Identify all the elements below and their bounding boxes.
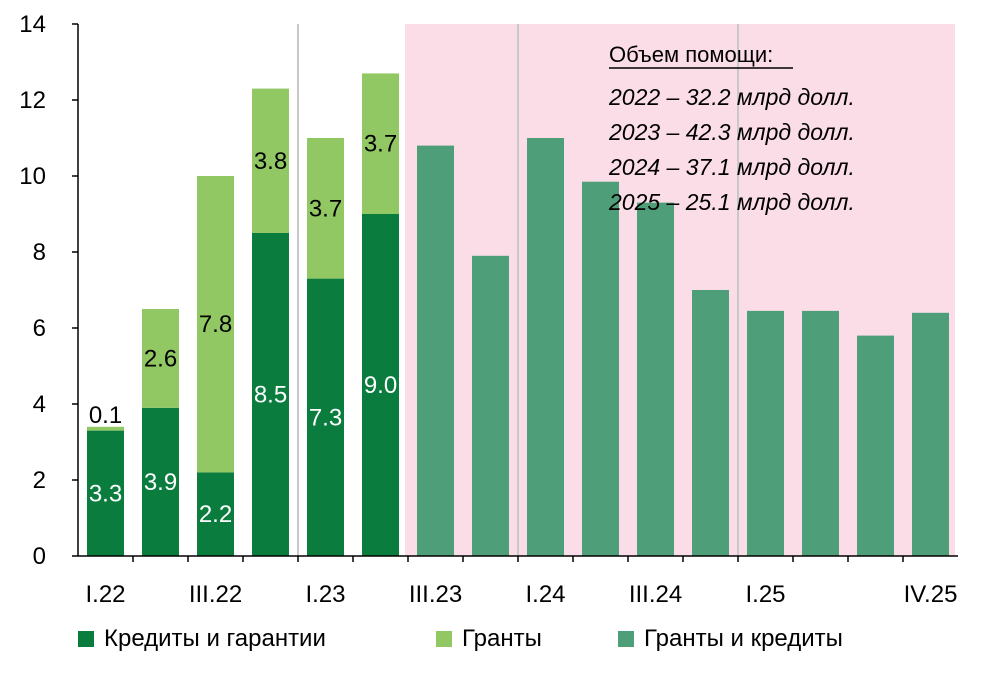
legend-item-credits: Кредиты и гарантии bbox=[78, 625, 326, 653]
axes: 0 2 4 6 8 10 12 14 I.22 III.22 I.23 III.23 I.24 III.2… bbox=[19, 11, 958, 608]
data-label-credits: 3.9 bbox=[144, 469, 177, 496]
data-label-grants: 0.1 bbox=[89, 402, 122, 429]
x-tick-label: III.22 bbox=[189, 581, 242, 608]
data-label-grants: 3.7 bbox=[309, 195, 342, 222]
bar-grants bbox=[142, 309, 179, 408]
annotation-line-2025: 2025 – 25.1 млрд долл. bbox=[608, 189, 855, 215]
x-tick-label: I.23 bbox=[305, 581, 345, 608]
y-tick-label: 14 bbox=[19, 11, 46, 38]
bar-grants bbox=[252, 88, 289, 233]
y-tick-label: 6 bbox=[33, 315, 46, 342]
bar-combined bbox=[747, 310, 784, 556]
data-label-grants: 2.6 bbox=[144, 345, 177, 372]
data-label-credits: 7.3 bbox=[309, 404, 342, 431]
bar-grants bbox=[362, 73, 399, 215]
bars bbox=[87, 73, 949, 557]
bar-combined bbox=[527, 138, 564, 556]
legend-item-combined: Гранты и кредиты bbox=[618, 625, 843, 653]
y-tick-label: 12 bbox=[19, 87, 46, 114]
annotation-line-2023: 2023 – 42.3 млрд долл. bbox=[608, 119, 855, 145]
data-label-credits: 8.5 bbox=[254, 382, 287, 409]
legend-swatch-combined bbox=[618, 631, 634, 647]
data-label-credits: 3.3 bbox=[89, 480, 122, 507]
bar-credits bbox=[197, 472, 234, 556]
bar-combined bbox=[637, 202, 674, 556]
bar-credits bbox=[87, 430, 124, 556]
bar-credits bbox=[362, 214, 399, 556]
data-label-grants: 7.8 bbox=[199, 311, 232, 338]
bar-combined bbox=[417, 145, 454, 556]
x-tick-label: IV.25 bbox=[904, 581, 958, 608]
bar-combined bbox=[472, 255, 509, 557]
legend-item-grants: Гранты bbox=[436, 625, 542, 653]
y-tick-label: 8 bbox=[33, 239, 46, 266]
bar-combined bbox=[692, 290, 729, 556]
y-tick-label: 4 bbox=[33, 391, 46, 418]
annotation-line-2022: 2022 – 32.2 млрд долл. bbox=[608, 84, 855, 110]
bar-chart: 3.3 3.9 2.2 8.5 7.3 9.0 0.1 2.6 7.8 3.8 3.7 3.7 0 2 4… bbox=[19, 11, 958, 608]
x-tick-label: I.24 bbox=[525, 581, 565, 608]
bar-credits bbox=[307, 278, 344, 556]
bar-combined bbox=[857, 335, 894, 556]
x-tick-label: I.25 bbox=[745, 581, 785, 608]
bar-credits bbox=[142, 407, 179, 556]
bar-grants bbox=[307, 138, 344, 279]
bar-combined bbox=[802, 310, 839, 556]
legend-swatch-credits bbox=[78, 631, 94, 647]
bar-combined bbox=[582, 181, 619, 556]
legend: Кредиты и гарантии Гранты Гранты и креди… bbox=[78, 625, 978, 665]
legend-label-combined: Гранты и кредиты bbox=[644, 625, 843, 652]
data-label-grants: 3.8 bbox=[254, 148, 287, 175]
y-tick-label: 0 bbox=[33, 543, 46, 570]
legend-swatch-grants bbox=[436, 631, 452, 647]
data-label-credits: 2.2 bbox=[199, 501, 232, 528]
annotation-line-2024: 2024 – 37.1 млрд долл. bbox=[608, 154, 855, 180]
x-tick-label: III.24 bbox=[629, 581, 682, 608]
legend-label-credits: Кредиты и гарантии bbox=[104, 625, 326, 652]
x-tick-label: I.22 bbox=[85, 581, 125, 608]
annotation-title: Объем помощи: bbox=[609, 42, 773, 67]
aid-volume-annotation: Объем помощи: 2022 – 32.2 млрд долл. 202… bbox=[608, 42, 855, 215]
gridlines bbox=[297, 24, 739, 556]
data-label-credits: 9.0 bbox=[364, 372, 397, 399]
bar-credits bbox=[252, 233, 289, 556]
data-label-grants: 3.7 bbox=[364, 131, 397, 158]
x-tick-label: III.23 bbox=[409, 581, 462, 608]
legend-label-grants: Гранты bbox=[462, 625, 542, 652]
bar-grants bbox=[87, 426, 124, 431]
data-labels: 3.3 3.9 2.2 8.5 7.3 9.0 0.1 2.6 7.8 3.8 3.7 3.7 bbox=[89, 131, 397, 529]
bar-grants bbox=[197, 176, 234, 473]
bar-combined bbox=[912, 312, 949, 556]
y-tick-label: 10 bbox=[19, 163, 46, 190]
y-tick-label: 2 bbox=[33, 467, 46, 494]
